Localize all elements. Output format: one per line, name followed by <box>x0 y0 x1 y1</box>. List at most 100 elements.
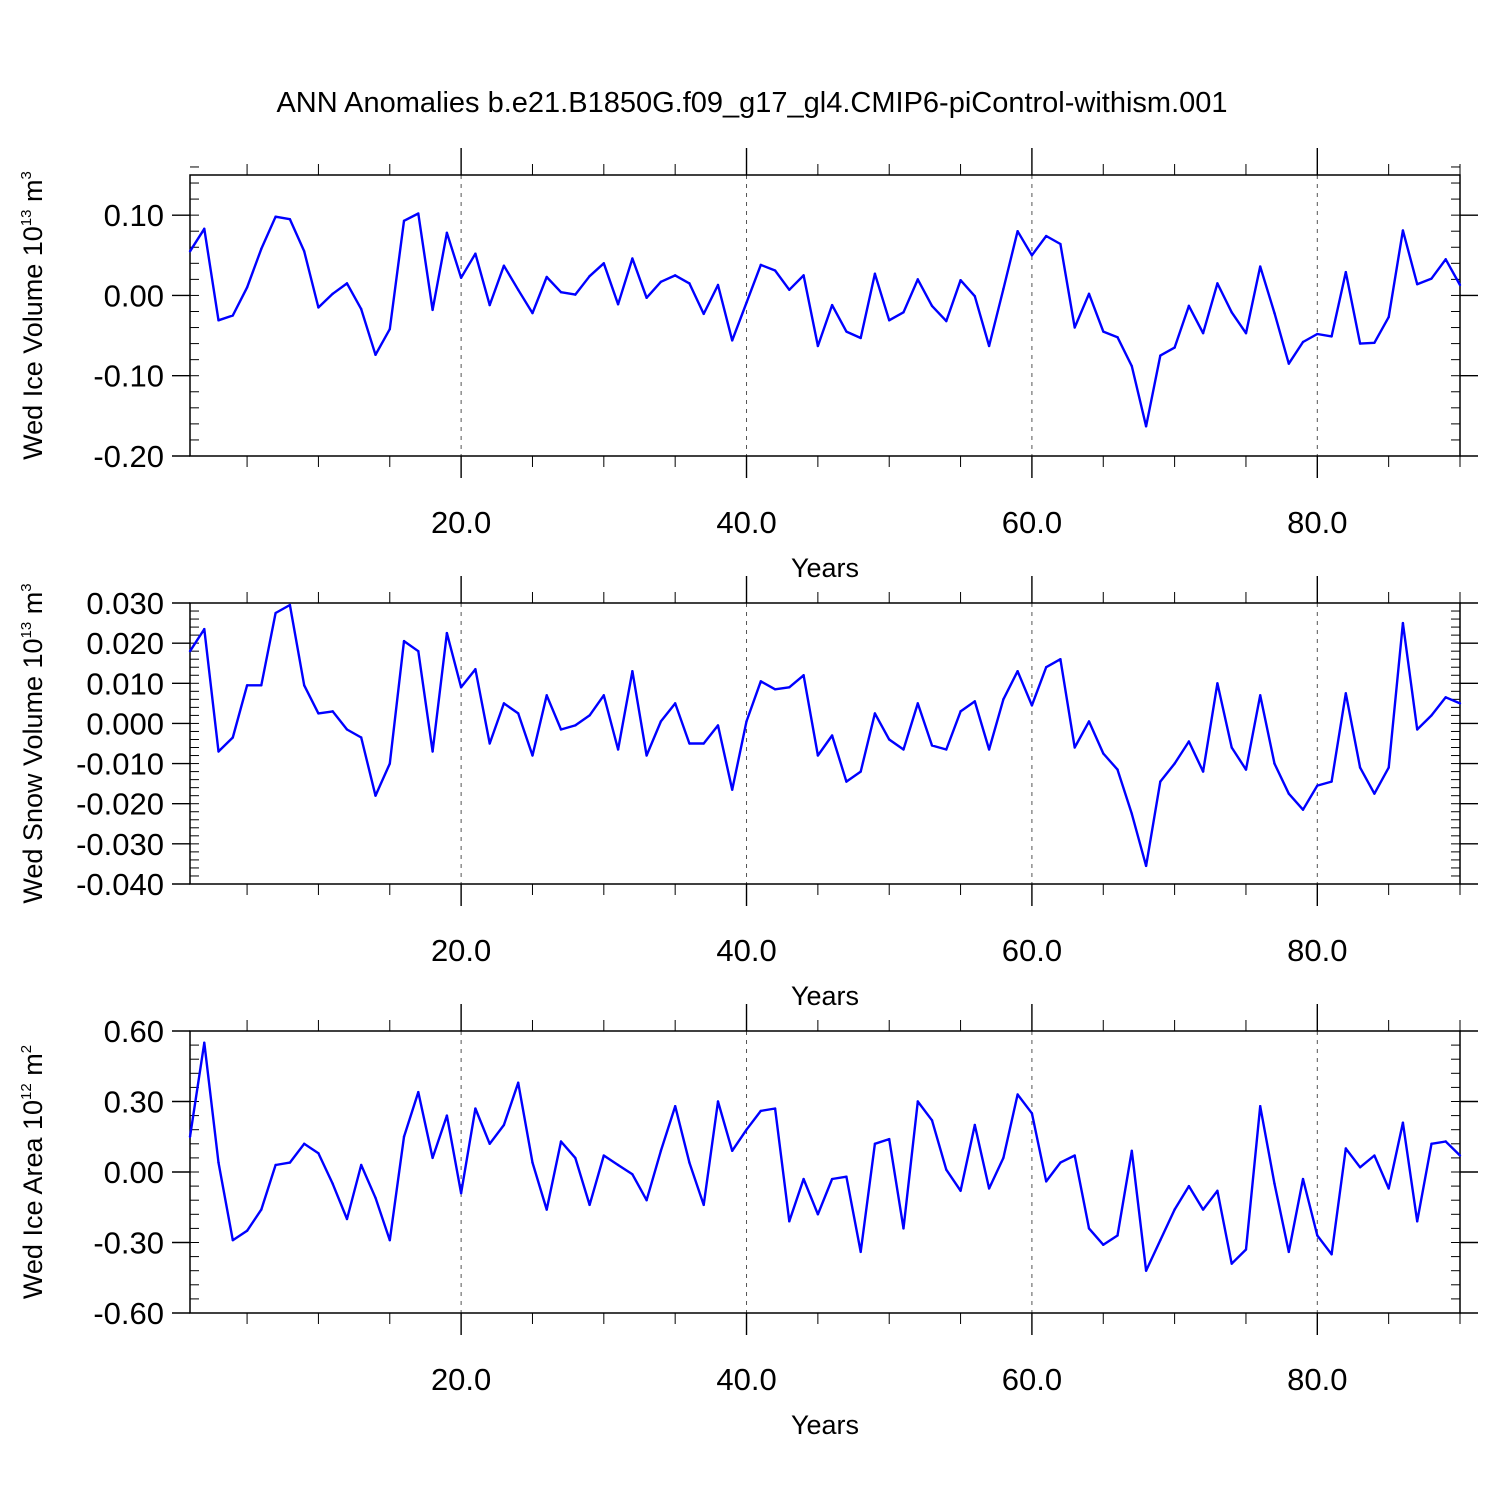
data-point <box>1102 752 1105 755</box>
y-axis-label-part: m <box>18 180 48 210</box>
data-point <box>1401 1121 1405 1124</box>
data-point <box>1387 1187 1390 1190</box>
x-tick-label: 40.0 <box>716 1362 776 1397</box>
x-tick-label: 40.0 <box>716 505 776 540</box>
data-point <box>816 344 820 348</box>
data-point <box>459 1191 463 1195</box>
data-point <box>1187 1184 1191 1188</box>
data-point <box>531 1161 534 1164</box>
y-axis-label-part: 12 <box>18 1083 35 1100</box>
data-point <box>388 327 391 331</box>
data-point <box>631 670 634 673</box>
data-point <box>645 1199 648 1202</box>
data-point <box>1002 698 1005 701</box>
data-point <box>773 1107 777 1110</box>
data-point <box>374 794 377 797</box>
data-point <box>1030 1112 1034 1115</box>
data-point <box>1330 335 1333 338</box>
data-point <box>331 1182 334 1185</box>
chart-panel-1: -0.20 -0.10 0.00 0.10 20.0 40.0 60.0 80.0 Years W… <box>18 148 1478 583</box>
data-point <box>1044 666 1048 669</box>
data-point <box>1244 331 1248 335</box>
data-point <box>374 1196 377 1200</box>
data-point <box>702 312 705 316</box>
data-point <box>659 720 663 723</box>
y-tick-label: 0.020 <box>86 626 164 661</box>
data-point <box>1387 315 1390 319</box>
data-point <box>673 702 677 705</box>
x-tick-label: 20.0 <box>431 1362 491 1397</box>
data-point <box>945 1168 948 1171</box>
y-tick-label: 0.000 <box>86 706 164 741</box>
data-point <box>987 1187 991 1190</box>
data-point <box>245 684 249 687</box>
data-point <box>245 1229 249 1232</box>
data-point <box>417 1090 420 1094</box>
data-point <box>1458 283 1462 287</box>
y-tick-label: -0.30 <box>93 1226 164 1261</box>
data-point <box>231 736 235 739</box>
data-point <box>1415 728 1419 731</box>
data-point <box>1002 287 1005 291</box>
data-point <box>1287 1250 1290 1254</box>
data-point <box>1087 720 1091 723</box>
series-line <box>188 212 1462 428</box>
data-point <box>331 710 334 713</box>
data-point <box>930 1119 934 1122</box>
data-point <box>759 1109 762 1113</box>
data-point <box>602 262 606 265</box>
data-point <box>445 1114 449 1117</box>
data-point <box>1230 311 1233 314</box>
data-point <box>302 684 306 687</box>
data-point <box>788 288 791 292</box>
y-tick-label: 0.00 <box>104 278 164 313</box>
data-point <box>488 303 491 307</box>
data-point <box>1330 780 1333 783</box>
y-axis-label-part: Wed Ice Volume 10 <box>18 226 48 460</box>
data-point <box>1344 270 1348 274</box>
data-point <box>873 1142 877 1146</box>
y-tick-label: -0.040 <box>76 867 164 902</box>
data-point <box>1287 792 1290 795</box>
data-point <box>517 1081 520 1084</box>
data-point <box>888 319 891 322</box>
data-point <box>502 264 506 267</box>
data-point <box>374 353 377 357</box>
x-tick-label: 20.0 <box>431 505 491 540</box>
data-point <box>1216 1189 1219 1193</box>
y-tick-label: -0.60 <box>93 1296 164 1331</box>
data-point <box>1330 1253 1333 1256</box>
y-tick-label: 0.030 <box>86 586 164 621</box>
data-point <box>1458 702 1462 705</box>
data-point <box>916 702 919 705</box>
data-point <box>1073 746 1076 749</box>
data-point <box>1301 1177 1305 1181</box>
data-point <box>188 649 192 653</box>
series-line <box>188 1041 1461 1272</box>
data-point <box>773 688 777 691</box>
y-axis-label: Wed Ice Volume 1013 m3 <box>18 171 48 460</box>
data-point <box>731 788 734 791</box>
y-tick-label: 0.10 <box>104 198 164 233</box>
data-point <box>616 748 620 751</box>
data-point <box>1016 670 1019 673</box>
y-axis-label-part: 13 <box>18 210 35 227</box>
data-point <box>1201 331 1205 335</box>
x-tick-label: 80.0 <box>1287 505 1347 540</box>
data-point <box>788 1220 791 1223</box>
data-point <box>1373 1154 1376 1157</box>
data-point <box>631 1173 634 1176</box>
data-point <box>845 780 848 783</box>
data-point <box>288 217 292 221</box>
data-point <box>1102 330 1105 333</box>
data-point <box>859 336 862 340</box>
data-point <box>317 306 320 309</box>
data-point <box>1415 282 1419 286</box>
data-point <box>930 744 934 747</box>
data-point <box>217 319 220 322</box>
data-point <box>759 680 762 683</box>
data-point <box>888 1137 891 1141</box>
data-point <box>873 712 877 715</box>
data-point <box>816 754 820 757</box>
data-point <box>203 1041 206 1044</box>
